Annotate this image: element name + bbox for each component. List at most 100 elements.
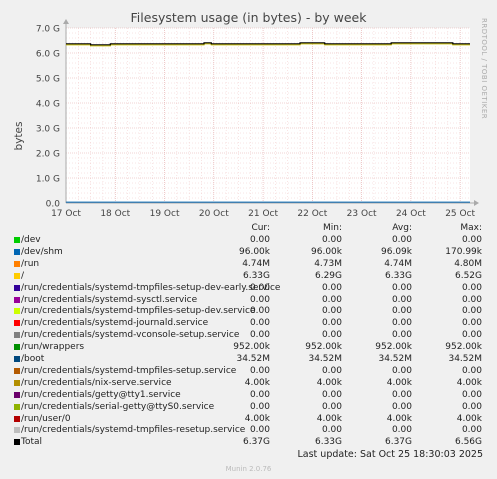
legend-series-name: /dev/shm [21, 246, 63, 257]
legend-value-avg: 4.00k [386, 377, 412, 388]
legend-series-name: /run/credentials/systemd-sysctl.service [21, 294, 198, 305]
legend-value-avg: 34.52M [378, 354, 412, 364]
legend-value-max: 0.00 [461, 330, 482, 341]
legend-value-max: 0.00 [461, 365, 482, 376]
legend-value-min: 0.00 [321, 365, 342, 376]
legend-value-avg: 4.74M [384, 258, 412, 269]
legend-swatch [14, 272, 20, 279]
legend-row: / 6.33G 6.29G 6.33G 6.52G [0, 270, 497, 282]
legend-series-name: / [21, 270, 25, 281]
legend-value-cur: 0.00 [249, 389, 270, 400]
legend-swatch [14, 439, 20, 446]
legend-series-name: /run/credentials/getty@tty1.service [21, 389, 181, 400]
plot-area: 0.0 1.0 G 2.0 G 3.0 G 4.0 G 5.0 G 6.0 G 7.0 G 17… [36, 19, 479, 219]
chart-title: Filesystem usage (in bytes) - by week [130, 10, 367, 25]
rrdtool-watermark: RRDTOOL / TOBI OETIKER [480, 18, 488, 120]
legend-row: /dev 0.00 0.00 0.00 0.00 [0, 234, 497, 246]
legend-series-name: /dev [21, 235, 41, 245]
legend-value-avg: 6.37G [384, 437, 412, 448]
legend-swatch [14, 296, 20, 303]
legend-value-min: 0.00 [321, 425, 342, 436]
legend-value-min: 0.00 [321, 282, 342, 293]
legend-row: /run/credentials/systemd-tmpfiles-setup-… [0, 305, 497, 317]
x-tick-label: 18 Oct [100, 209, 130, 219]
y-tick-label: 6.0 G [36, 50, 60, 60]
legend-value-max: 4.00k [456, 377, 482, 388]
x-tick-label: 22 Oct [297, 209, 327, 219]
legend-swatch [14, 367, 20, 374]
last-update: Last update: Sat Oct 25 18:30:03 2025 [297, 449, 483, 460]
legend-value-cur: 0.00 [249, 365, 270, 376]
legend-value-avg: 952.00k [375, 342, 412, 353]
legend-value-avg: 4.00k [386, 413, 412, 424]
legend-value-avg: 0.00 [391, 282, 412, 293]
legend-header: Cur: Min: Avg: Max: [0, 222, 497, 234]
x-axis-arrow [474, 200, 479, 206]
legend-swatch [14, 332, 20, 339]
legend-value-min: 34.52M [308, 354, 342, 364]
legend-value-min: 6.29G [314, 270, 342, 281]
legend-value-cur: 0.00 [249, 235, 270, 245]
legend-value-min: 0.00 [321, 294, 342, 305]
legend-swatch [14, 379, 20, 386]
legend-value-max: 0.00 [461, 235, 482, 245]
legend-swatch [14, 403, 20, 410]
legend-col-cur: Cur: [251, 223, 270, 233]
legend-value-cur: 34.52M [236, 354, 270, 364]
legend-value-max: 0.00 [461, 318, 482, 329]
legend-value-avg: 0.00 [391, 401, 412, 412]
legend-value-max: 0.00 [461, 306, 482, 317]
legend-value-min: 952.00k [305, 342, 342, 353]
legend-row: /run/credentials/systemd-tmpfiles-resetu… [0, 424, 497, 436]
legend-value-max: 6.52G [454, 270, 482, 281]
legend-value-cur: 6.37G [242, 437, 270, 448]
munin-version: Munin 2.0.76 [225, 465, 272, 473]
x-tick-label: 24 Oct [396, 209, 426, 219]
x-tick-label: 17 Oct [51, 209, 81, 219]
legend-value-cur: 952.00k [233, 342, 270, 353]
legend-value-max: 4.80M [454, 258, 482, 269]
x-tick-label: 20 Oct [199, 209, 229, 219]
legend-series-name: /run/credentials/systemd-tmpfiles-setup.… [21, 365, 237, 376]
legend-value-min: 0.00 [321, 389, 342, 400]
legend-value-cur: 96.00k [239, 246, 270, 257]
legend-swatch [14, 284, 20, 291]
legend-swatch [14, 320, 20, 327]
legend-swatch [14, 308, 20, 315]
legend-swatch [14, 391, 20, 398]
legend-swatch [14, 415, 20, 422]
legend-row: /run/credentials/systemd-vconsole-setup.… [0, 329, 497, 341]
x-tick-label: 21 Oct [248, 209, 278, 219]
legend-col-min: Min: [322, 223, 342, 233]
legend-value-max: 4.00k [456, 413, 482, 424]
x-tick-label: 19 Oct [150, 209, 180, 219]
legend-row: /run 4.74M 4.73M 4.74M 4.80M [0, 258, 497, 270]
legend-swatch [14, 248, 20, 255]
legend-row: /run/credentials/serial-getty@ttyS0.serv… [0, 401, 497, 413]
legend-value-min: 0.00 [321, 235, 342, 245]
legend-value-max: 170.99k [445, 246, 482, 257]
legend-col-max: Max: [460, 223, 482, 233]
legend-value-max: 0.00 [461, 425, 482, 436]
legend-row: Total 6.37G 6.33G 6.37G 6.56G [0, 436, 497, 448]
y-tick-label: 1.0 G [36, 175, 60, 185]
legend-value-max: 34.52M [448, 354, 482, 364]
legend-value-min: 0.00 [321, 330, 342, 341]
y-tick-label: 4.0 G [36, 100, 60, 110]
legend-row: /dev/shm 96.00k 96.00k 96.09k 170.99k [0, 246, 497, 258]
legend-value-max: 0.00 [461, 294, 482, 305]
legend-row: /run/credentials/systemd-sysctl.service 0… [0, 294, 497, 306]
legend-swatch [14, 344, 20, 351]
legend-row: /run/credentials/systemd-tmpfiles-setup-… [0, 282, 497, 294]
legend-value-cur: 0.00 [249, 282, 270, 293]
legend-value-avg: 96.09k [381, 246, 412, 257]
y-tick-label: 3.0 G [36, 125, 60, 135]
legend-series-name: /run/credentials/systemd-tmpfiles-setup-… [21, 306, 256, 317]
x-tick-label: 25 Oct [445, 209, 475, 219]
legend-row: /run/credentials/nix-serve.service 4.00k 4… [0, 377, 497, 389]
legend-series-name: /run/credentials/systemd-tmpfiles-setup-… [21, 282, 281, 293]
legend-value-min: 4.73M [314, 258, 342, 269]
legend-swatch [14, 260, 20, 267]
series-line-total [66, 42, 470, 46]
legend-series-name: Total [21, 437, 43, 448]
